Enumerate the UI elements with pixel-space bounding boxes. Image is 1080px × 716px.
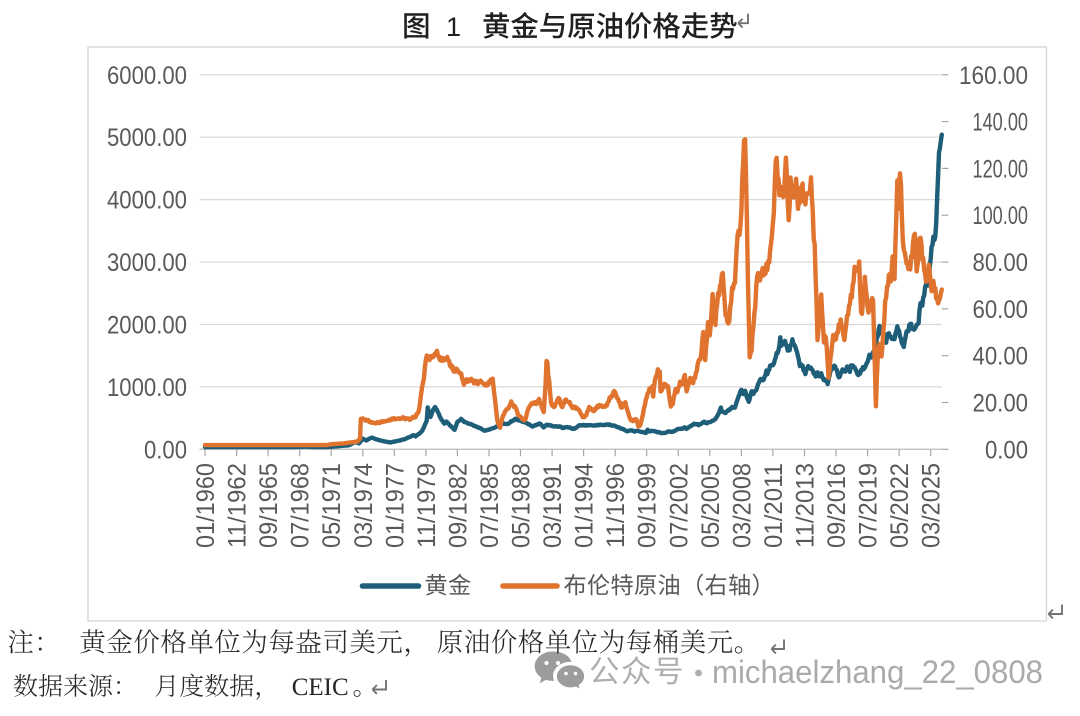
svg-text:1000.00: 1000.00 (107, 374, 187, 402)
svg-text:03/2008: 03/2008 (728, 463, 756, 548)
svg-text:07/1968: 07/1968 (287, 463, 315, 548)
svg-text:1: 1 (446, 12, 461, 42)
svg-text:20.00: 20.00 (973, 390, 1029, 418)
svg-text:4000.00: 4000.00 (107, 187, 187, 215)
svg-text:05/2005: 05/2005 (697, 463, 725, 548)
svg-text:09/1965: 09/1965 (255, 463, 283, 548)
svg-text:11/2013: 11/2013 (792, 463, 820, 548)
svg-text:09/2016: 09/2016 (823, 463, 851, 548)
svg-text:01/1960: 01/1960 (192, 463, 220, 548)
svg-text:80.00: 80.00 (973, 249, 1029, 277)
svg-text:120.00: 120.00 (973, 155, 1029, 183)
svg-text:11/1996: 11/1996 (602, 463, 630, 548)
svg-text:09/1999: 09/1999 (634, 463, 662, 548)
svg-text:3000.00: 3000.00 (107, 249, 187, 277)
svg-text:6000.00: 6000.00 (107, 62, 187, 90)
svg-text:100.00: 100.00 (973, 202, 1029, 230)
svg-text:01/2011: 01/2011 (760, 463, 788, 548)
svg-text:140.00: 140.00 (973, 109, 1029, 137)
svg-text:0.00: 0.00 (985, 436, 1028, 464)
svg-text:CEIC: CEIC (292, 674, 349, 701)
svg-text:03/1991: 03/1991 (539, 463, 567, 548)
svg-text:40.00: 40.00 (973, 343, 1029, 371)
svg-text:09/1982: 09/1982 (444, 463, 472, 548)
svg-text:2000.00: 2000.00 (107, 312, 187, 340)
svg-text:60.00: 60.00 (973, 296, 1029, 324)
svg-text:07/1985: 07/1985 (476, 463, 504, 548)
svg-text:05/1971: 05/1971 (318, 463, 346, 548)
svg-text:03/2025: 03/2025 (918, 463, 946, 548)
svg-text:05/1988: 05/1988 (508, 463, 536, 548)
svg-text:07/2002: 07/2002 (665, 463, 693, 548)
svg-text:11/1979: 11/1979 (413, 463, 441, 548)
svg-text:5000.00: 5000.00 (107, 124, 187, 152)
svg-text:160.00: 160.00 (959, 62, 1028, 90)
svg-text:11/1962: 11/1962 (224, 463, 252, 548)
svg-text:01/1977: 01/1977 (381, 463, 409, 548)
svg-text:07/2019: 07/2019 (855, 463, 883, 548)
svg-text:03/1974: 03/1974 (350, 463, 378, 548)
svg-text:michaelzhang_22_0808: michaelzhang_22_0808 (712, 654, 1043, 690)
svg-text:01/1994: 01/1994 (571, 463, 599, 548)
svg-text:0.00: 0.00 (144, 436, 187, 464)
svg-text:05/2022: 05/2022 (886, 463, 914, 548)
